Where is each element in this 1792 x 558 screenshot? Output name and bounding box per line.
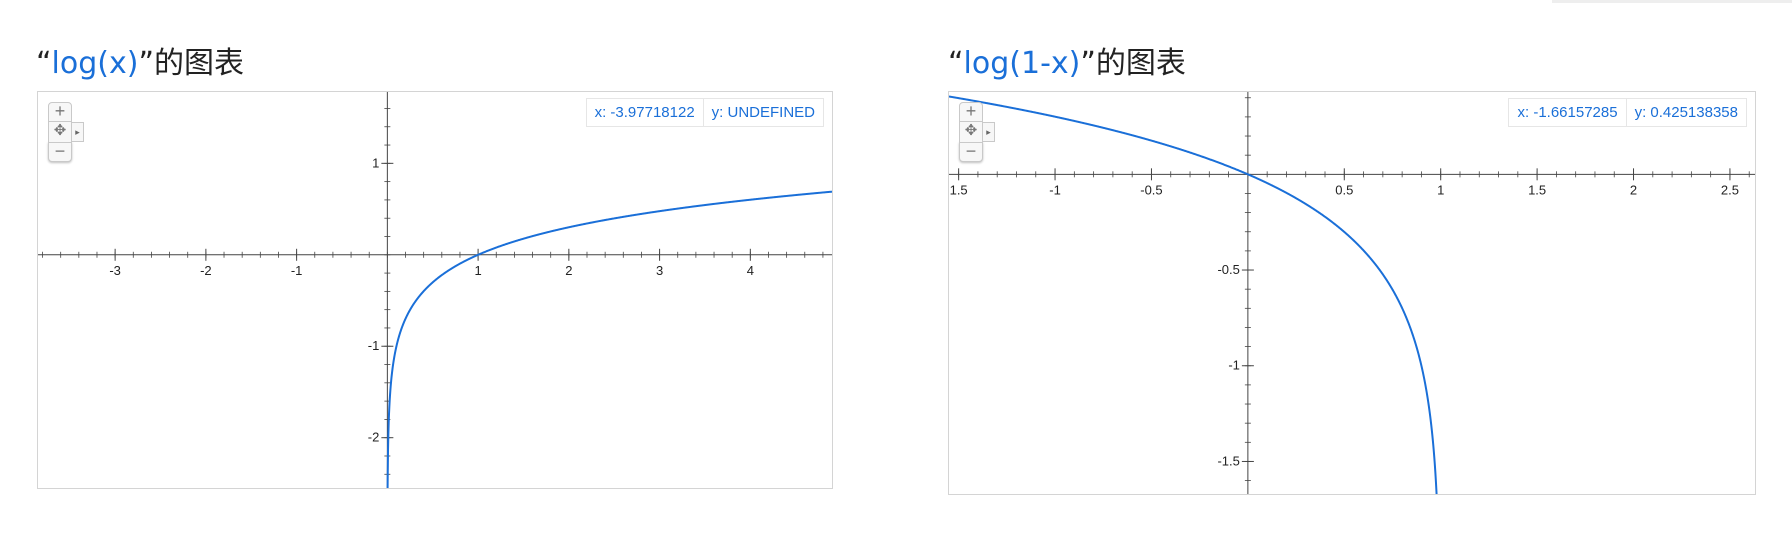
y-tick-label: -1.5 [1217, 453, 1239, 468]
x-tick-label: -1 [291, 263, 303, 278]
zoom-control: + ✥ ▸ − [959, 102, 995, 162]
readout-y: y: UNDEFINED [702, 99, 823, 126]
graph-svg[interactable]: -3 -2 -1 1 2 3 4 -2 -1 1 [38, 92, 832, 488]
title-open-quote: “ [948, 46, 964, 81]
x-tick-label: 2 [1630, 182, 1637, 197]
x-tick-label: -1 [1049, 182, 1061, 197]
readout-x: x: -3.97718122 [594, 104, 695, 121]
title-suffix: ”的图表 [138, 46, 244, 81]
y-tick-label: -1 [368, 338, 380, 353]
readout-y: y: 0.425138358 [1625, 99, 1746, 126]
graph-plot-area[interactable]: -3 -2 -1 1 2 3 4 -2 -1 1 + ✥ ▸ − x: -3.97718122 y… [37, 91, 833, 489]
y-tick-label: -1 [1228, 358, 1240, 373]
zoom-in-button[interactable]: + [48, 102, 72, 122]
y-tick-label: -0.5 [1217, 262, 1239, 277]
chart-title: “log(x)”的图表 [36, 38, 244, 82]
x-tick-label: 4 [747, 263, 754, 278]
expand-arrow-icon[interactable]: ▸ [983, 122, 995, 142]
title-function[interactable]: log(x) [51, 46, 139, 81]
x-tick-label: 2 [565, 263, 572, 278]
readout-x: x: -1.66157285 [1517, 104, 1618, 121]
x-tick-label: 1.5 [950, 182, 968, 197]
title-suffix: ”的图表 [1080, 46, 1186, 81]
coordinate-readout: x: -3.97718122 y: UNDEFINED [585, 98, 824, 127]
x-tick-label: 3 [656, 263, 663, 278]
pan-icon[interactable]: ✥ [48, 122, 72, 142]
coordinate-readout: x: -1.66157285 y: 0.425138358 [1508, 98, 1747, 127]
x-tick-label: 1 [1437, 182, 1444, 197]
function-curve [386, 190, 832, 488]
x-tick-label: 2.5 [1721, 182, 1739, 197]
x-tick-label: 1.5 [1528, 182, 1546, 197]
x-tick-label: 1 [474, 263, 481, 278]
x-tick-label: -2 [200, 263, 212, 278]
chart-title: “log(1-x)”的图表 [948, 38, 1186, 82]
zoom-in-button[interactable]: + [959, 102, 983, 122]
graph-svg[interactable]: 1.5 -1 -0.5 0.5 1 1.5 2 2.5 -1.5 -1 -0.5 [949, 92, 1755, 494]
function-curve [949, 95, 1438, 494]
zoom-out-button[interactable]: − [48, 142, 72, 162]
title-open-quote: “ [36, 46, 52, 81]
expand-arrow-icon[interactable]: ▸ [72, 122, 84, 142]
pan-icon[interactable]: ✥ [959, 122, 983, 142]
x-tick-label: -3 [109, 263, 121, 278]
x-tick-label: -0.5 [1140, 182, 1162, 197]
zoom-out-button[interactable]: − [959, 142, 983, 162]
y-tick-label: 1 [372, 155, 379, 170]
top-right-tab [1552, 0, 1792, 3]
title-function[interactable]: log(1-x) [963, 46, 1081, 81]
graph-plot-area[interactable]: 1.5 -1 -0.5 0.5 1 1.5 2 2.5 -1.5 -1 -0.5 + ✥ ▸ − x… [948, 91, 1756, 495]
y-tick-label: -2 [368, 430, 380, 445]
x-tick-label: 0.5 [1335, 182, 1353, 197]
zoom-control: + ✥ ▸ − [48, 102, 84, 162]
